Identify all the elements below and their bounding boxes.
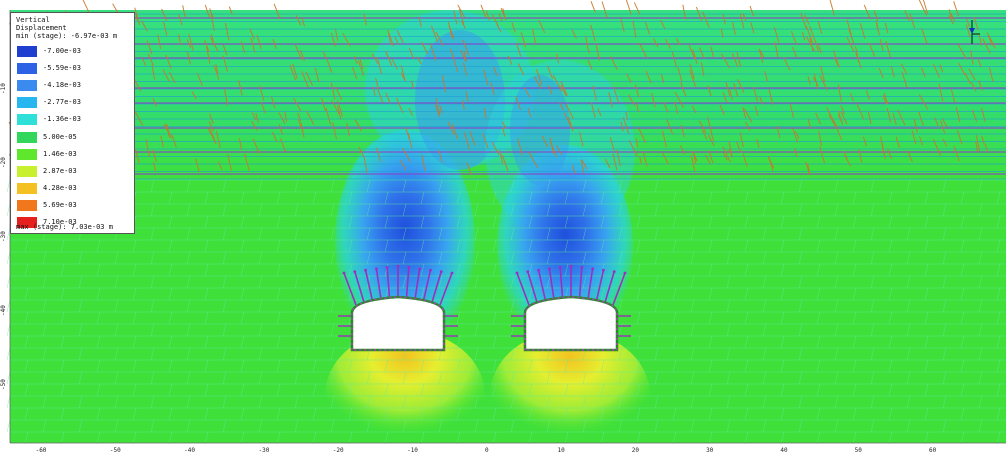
legend-label: -7.00e-03 — [43, 47, 81, 55]
x-tick-label: 10 — [557, 447, 565, 454]
x-tick-label: -60 — [35, 447, 47, 454]
legend: Vertical Displacement min (stage): -6.97… — [10, 12, 135, 234]
legend-min-text: min (stage): -6.97e-03 m — [16, 32, 118, 40]
x-tick-label: -50 — [109, 447, 121, 454]
legend-swatch — [17, 114, 37, 126]
rock-bolt — [364, 270, 374, 303]
legend-swatch — [17, 148, 37, 160]
legend-label: -5.59e-03 — [43, 64, 81, 73]
rock-bolt — [439, 272, 453, 306]
legend-label: -2.77e-03 — [43, 98, 81, 107]
x-tick-label: -40 — [184, 447, 196, 454]
rock-bolt — [405, 267, 410, 300]
rock-bolt — [603, 271, 615, 304]
rock-bolt — [343, 272, 357, 306]
rock-bolt — [354, 271, 366, 304]
legend-label: -1.36e-03 — [43, 115, 81, 124]
rock-bolt — [414, 268, 421, 301]
legend-swatch — [17, 217, 37, 228]
rock-bolt — [548, 268, 555, 301]
legend-swatch — [17, 80, 37, 92]
legend-swatch — [17, 131, 37, 143]
legend-swatch — [17, 165, 37, 177]
x-tick-label: 50 — [854, 447, 862, 454]
legend-swatch — [17, 182, 37, 194]
rock-bolt — [430, 271, 442, 304]
legend-title-line1: Vertical — [16, 16, 50, 24]
x-tick-label: 0 — [484, 447, 489, 454]
legend-title-line2: Displacement — [16, 24, 67, 32]
x-tick-label: 20 — [631, 447, 640, 454]
heave-zone-right — [490, 330, 650, 458]
rock-bolt — [386, 267, 391, 300]
rock-bolt — [578, 267, 583, 300]
legend-label: 5.69e-03 — [43, 200, 77, 209]
x-tick-label: 60 — [928, 447, 937, 454]
rock-bolt — [612, 272, 626, 306]
legend-label: 1.46e-03 — [43, 149, 77, 158]
tunnel-opening — [523, 295, 619, 352]
x-tick-label: -10 — [407, 447, 418, 454]
tunnel-opening — [350, 295, 446, 352]
compass-arrow-icon — [969, 20, 980, 44]
y-tick-label: -20 — [0, 157, 7, 168]
legend-label: -4.18e-03 — [43, 81, 81, 90]
legend-title: Vertical Displacement min (stage): -6.97… — [16, 16, 117, 40]
y-tick-label: -30 — [0, 231, 7, 242]
rock-bolt — [537, 270, 547, 303]
x-tick-label: -20 — [332, 447, 344, 454]
x-tick-label: -30 — [258, 447, 270, 454]
legend-swatch — [17, 63, 37, 75]
legend-swatch — [17, 97, 37, 109]
rock-bolt — [587, 268, 594, 301]
tunnel-right — [511, 264, 631, 352]
legend-swatch — [17, 46, 37, 57]
heave-zone-left — [325, 330, 485, 458]
y-tick-label: -10 — [0, 83, 7, 94]
rock-bolt — [559, 267, 564, 300]
rock-bolt — [595, 270, 605, 303]
rock-bolt — [527, 271, 539, 304]
y-tick-label: -40 — [0, 305, 7, 316]
rock-bolt — [516, 272, 530, 306]
legend-max-text: max (stage): 7.03e-03 m — [16, 223, 113, 231]
tunnel-left — [338, 264, 458, 352]
x-tick-label: 30 — [706, 447, 714, 454]
legend-label: 7.10e-03 — [43, 218, 77, 226]
rock-bolt — [375, 268, 382, 301]
y-tick-label: -50 — [0, 379, 7, 390]
x-tick-label: 40 — [780, 447, 788, 454]
rock-bolt — [422, 270, 432, 303]
legend-label: 5.00e-05 — [43, 132, 77, 141]
legend-label: 2.87e-03 — [43, 166, 77, 175]
legend-label: 4.28e-03 — [43, 183, 77, 192]
legend-swatch — [17, 199, 37, 211]
